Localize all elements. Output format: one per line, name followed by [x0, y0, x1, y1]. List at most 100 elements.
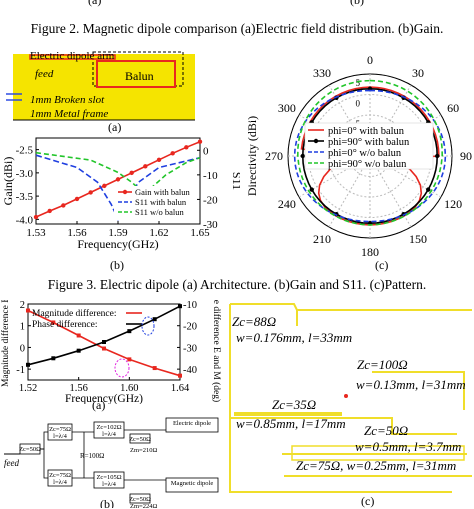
dipole-arm	[29, 54, 116, 60]
fig4b-diagram: feedZc=50ΩZc=75Ωl=λ/4Zc=75Ωl=λ/4R=100ΩZc…	[4, 417, 219, 508]
top-label-a: (a)	[88, 0, 102, 7]
gain-point	[129, 170, 134, 176]
w085-label: w=0.85mm, l=17mm	[236, 416, 346, 431]
label-feed: feed	[35, 68, 54, 80]
fig4a-chart: 1.52 1.56 1.60 1.64 2 1 0 -1 -10 -20 -30 -40 Frequen…	[0, 300, 222, 404]
trace-right	[372, 371, 465, 410]
x-tick-label: 1.65	[190, 227, 210, 239]
zc50-label: Zc=50Ω	[364, 423, 409, 438]
y-tick-label: -4.0	[16, 214, 34, 226]
box-zc102-text: l=λ/4	[102, 431, 116, 438]
connector	[40, 431, 48, 450]
gain-point	[74, 196, 80, 202]
legend-label: phi=0° w/o balun	[328, 148, 402, 159]
data-point	[127, 357, 132, 362]
pattern-point	[309, 187, 314, 192]
legend-label: Gain with balun	[135, 187, 191, 197]
fig4c-sublabel: (c)	[361, 494, 375, 508]
box-zc50-bottom-text: Zc=50Ω	[129, 496, 151, 503]
plot-frame	[27, 303, 181, 381]
y-axis-label: Magnitude difference E	[0, 300, 11, 387]
r-tick-label: 0	[356, 99, 361, 109]
y2-tick-label: -10	[203, 170, 218, 182]
box-zc105-text: Zc=105Ω	[96, 474, 121, 481]
pattern-point	[300, 153, 305, 159]
gain-point	[170, 151, 175, 156]
legend-label: Magnitude difference:	[32, 308, 117, 319]
legend-marker	[122, 189, 128, 195]
label-metal-frame: 1mm Metal frame	[30, 108, 109, 120]
x-tick-label: 1.62	[149, 227, 168, 239]
angle-label: 30	[412, 66, 424, 80]
box-zc105-text: l=λ/4	[102, 481, 116, 488]
gain-point	[143, 164, 148, 169]
electric-dipole-box-text: Electric dipole	[173, 420, 211, 427]
y-tick-label: 0	[20, 343, 25, 354]
x-tick-label: 1.53	[26, 227, 46, 239]
zc88-label: Zc=88Ω	[232, 314, 277, 329]
label-broken-slot: 1mm Broken slot	[30, 94, 105, 106]
pattern-point	[426, 187, 431, 192]
box-zc50-top-text: Zc=50Ω	[129, 436, 151, 443]
w05-label: w=0.5mm, l=3.7mm	[355, 439, 462, 454]
figure3-caption: Figure 3. Electric dipole (a) Architectu…	[47, 277, 427, 292]
box-zc75-bottom-text: Zc=75Ω	[49, 472, 71, 479]
y2-axis-label: S11	[230, 172, 240, 190]
annotation-ellipse	[141, 316, 155, 336]
w0176-label: w=0.176mm, l=33mm	[236, 330, 353, 345]
figure2-caption: Figure 2. Magnetic dipole comparison (a)…	[30, 21, 444, 36]
angle-label: 180	[361, 245, 379, 259]
y2-tick-label: -20	[183, 322, 197, 333]
feed-label: feed	[4, 458, 19, 468]
box-zc75-bottom-text: l=λ/4	[53, 479, 67, 486]
fig3c-polar: 030609012015018021024027030033050-5-10Di…	[245, 53, 472, 259]
x-tick-label: 1.56	[67, 227, 87, 239]
angle-label: 270	[265, 149, 283, 163]
trace-mid	[230, 417, 457, 435]
zc35-label: Zc=35Ω	[272, 397, 317, 412]
x-axis-label: Frequency(GHz)	[65, 393, 143, 404]
w013-label: w=0.13mm, l=31mm	[356, 377, 466, 392]
pattern-point	[435, 153, 440, 159]
data-point	[102, 346, 106, 351]
zc100-label: Zc=100Ω	[357, 357, 408, 372]
data-point	[152, 317, 157, 322]
legend-bg	[304, 122, 434, 170]
zc75-label: Zc=75Ω, w=0.25mm, l=31mm	[296, 458, 457, 473]
box-zc50-top	[129, 433, 151, 444]
magnetic-dipole-box-text: Magnetic dipole	[171, 480, 214, 487]
box-zc50-text: Zc=50Ω	[19, 446, 41, 453]
data-point	[102, 340, 106, 344]
y2-tick-label: -10	[183, 300, 197, 311]
box-zc102-text: Zc=102Ω	[96, 424, 121, 431]
y2-tick-label: -40	[183, 365, 197, 376]
trace-wide	[234, 412, 342, 416]
trace-bottom-box	[291, 445, 465, 461]
x-tick-label: 1.56	[69, 383, 87, 394]
resistor-label: R=100Ω	[80, 452, 104, 460]
data-point	[178, 373, 182, 378]
gain-point	[88, 190, 93, 195]
pattern-line-3	[293, 89, 447, 223]
gain-point	[47, 208, 52, 214]
fig4c-layout	[229, 303, 472, 493]
legend-label: S11 with balun	[135, 197, 187, 207]
legend-label: phi=90° with balun	[328, 137, 410, 148]
port-dot	[344, 394, 348, 398]
data-point	[26, 308, 30, 313]
gain-point	[33, 214, 39, 220]
r-tick-label: 5	[356, 78, 361, 88]
fig3b-sublabel: (b)	[110, 258, 124, 272]
data-point	[127, 329, 132, 334]
y2-tick-label: -30	[203, 219, 218, 231]
y2-axis-label: Phase difference E and M (deg)	[211, 300, 222, 402]
box-zc75-top-text: Zc=75Ω	[49, 426, 71, 433]
angle-label: 120	[444, 197, 462, 211]
data-point	[76, 333, 81, 338]
data-point	[51, 356, 56, 361]
data-point	[178, 304, 182, 309]
y-tick-label: -3.5	[16, 191, 34, 203]
legend-marker	[313, 138, 319, 144]
x-tick-label: 1.59	[108, 227, 128, 239]
y2-tick-label: -20	[203, 194, 218, 206]
